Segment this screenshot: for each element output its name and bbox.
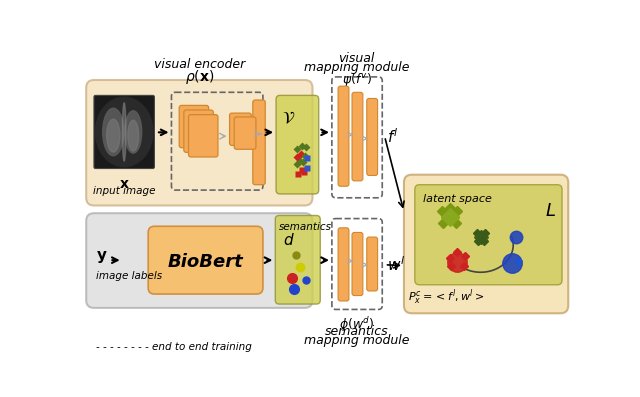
Text: visual encoder: visual encoder (154, 58, 246, 71)
Text: $\mathcal{V}$: $\mathcal{V}$ (282, 109, 296, 127)
Text: $d$: $d$ (283, 232, 295, 249)
FancyBboxPatch shape (184, 110, 213, 152)
Text: mapping module: mapping module (304, 334, 410, 347)
FancyBboxPatch shape (189, 115, 218, 157)
Text: $P_x^c = < f^l, w^l>$: $P_x^c = < f^l, w^l>$ (408, 287, 484, 307)
FancyBboxPatch shape (179, 105, 209, 148)
FancyBboxPatch shape (234, 117, 256, 149)
Text: $\mathbf{x}$: $\mathbf{x}$ (119, 177, 129, 191)
FancyBboxPatch shape (86, 80, 312, 206)
Text: mapping module: mapping module (304, 62, 410, 75)
FancyBboxPatch shape (352, 232, 363, 296)
FancyBboxPatch shape (148, 226, 263, 294)
Text: $\phi(w^d)$: $\phi(w^d)$ (339, 316, 374, 335)
Text: semantics: semantics (279, 222, 332, 232)
FancyBboxPatch shape (275, 216, 320, 304)
Text: image labels: image labels (95, 271, 162, 281)
FancyBboxPatch shape (338, 228, 349, 301)
Text: $f^l$: $f^l$ (387, 127, 398, 146)
Text: visual: visual (339, 52, 375, 65)
FancyBboxPatch shape (415, 185, 562, 285)
FancyBboxPatch shape (367, 237, 378, 291)
Text: - - - - - - - - end to end training: - - - - - - - - end to end training (95, 342, 252, 352)
FancyBboxPatch shape (276, 95, 319, 194)
Text: $\rho(\mathbf{x})$: $\rho(\mathbf{x})$ (186, 67, 215, 86)
Text: $L$: $L$ (545, 202, 556, 220)
FancyBboxPatch shape (338, 86, 349, 186)
Text: BioBert: BioBert (168, 253, 243, 272)
FancyBboxPatch shape (94, 95, 154, 169)
Text: semantics: semantics (325, 325, 388, 338)
Text: $\psi(f^v)$: $\psi(f^v)$ (342, 71, 372, 88)
Text: $w^l$: $w^l$ (387, 255, 405, 274)
Text: $\mathbf{y}$: $\mathbf{y}$ (95, 249, 107, 265)
FancyBboxPatch shape (86, 213, 312, 308)
FancyBboxPatch shape (404, 175, 568, 313)
FancyBboxPatch shape (230, 113, 252, 145)
FancyBboxPatch shape (367, 98, 378, 175)
FancyBboxPatch shape (352, 92, 363, 181)
Text: latent space: latent space (422, 194, 492, 204)
FancyBboxPatch shape (253, 100, 265, 185)
Text: input image: input image (93, 186, 156, 196)
